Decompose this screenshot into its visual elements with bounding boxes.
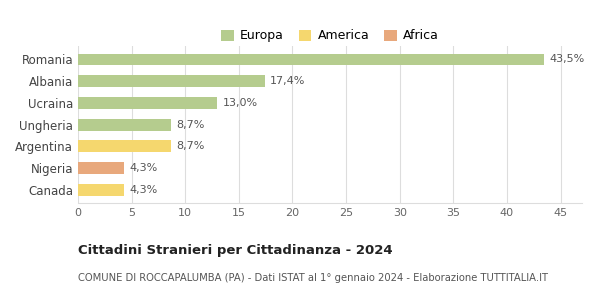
Bar <box>78 140 171 153</box>
Bar <box>78 184 124 196</box>
Text: 13,0%: 13,0% <box>223 98 258 108</box>
Text: 4,3%: 4,3% <box>130 185 158 195</box>
Bar <box>78 162 124 174</box>
Bar <box>78 119 171 131</box>
Text: Cittadini Stranieri per Cittadinanza - 2024: Cittadini Stranieri per Cittadinanza - 2… <box>78 244 392 257</box>
Text: 8,7%: 8,7% <box>176 120 205 130</box>
Text: 8,7%: 8,7% <box>176 142 205 151</box>
Text: 4,3%: 4,3% <box>130 163 158 173</box>
Bar <box>78 75 265 87</box>
Legend: Europa, America, Africa: Europa, America, Africa <box>216 24 444 48</box>
Text: COMUNE DI ROCCAPALUMBA (PA) - Dati ISTAT al 1° gennaio 2024 - Elaborazione TUTTI: COMUNE DI ROCCAPALUMBA (PA) - Dati ISTAT… <box>78 273 548 282</box>
Text: 17,4%: 17,4% <box>270 76 305 86</box>
Text: 43,5%: 43,5% <box>550 55 585 64</box>
Bar <box>78 54 544 66</box>
Bar <box>78 97 217 109</box>
